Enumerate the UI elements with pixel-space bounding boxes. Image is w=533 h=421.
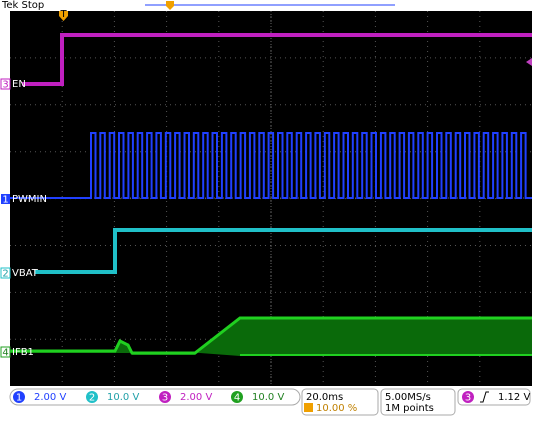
record-length: 1M points: [385, 403, 434, 414]
ch-number: 3: [2, 80, 8, 91]
ch4-scale: 10.0 V: [252, 392, 284, 403]
trigger-position: 10.00 %: [316, 403, 357, 414]
trigger-level-marker: [526, 58, 532, 66]
ch-marker: [1, 194, 10, 204]
trigger-source: 3: [465, 393, 471, 404]
ch1-scale: 2.00 V: [34, 392, 66, 403]
trigger-marker: [59, 11, 68, 21]
acq-box: [380, 388, 456, 416]
sample-rate: 5.00MS/s: [385, 392, 431, 403]
ch-name: PWMIN: [12, 194, 47, 205]
ch-marker: [0, 267, 11, 279]
ch-number: 2: [2, 269, 8, 280]
ch1-dot: [13, 391, 25, 403]
waveform-en: [22, 33, 532, 86]
trig-dot: [462, 391, 474, 403]
ch3-dot: [159, 391, 171, 403]
waveform-vbat: [35, 228, 532, 274]
ch2-label: 2 VBAT: [0, 267, 39, 280]
header-title: Tek Stop: [1, 0, 44, 11]
ch-number: 1: [16, 393, 22, 404]
ch2-dot: [86, 391, 98, 403]
ch-marker: [0, 346, 11, 358]
edge-icon: [480, 391, 489, 403]
ch-name: IFB1: [12, 347, 34, 358]
trigger-level: 1.12 V: [498, 392, 530, 403]
ch4-label: 4 IFB1: [0, 346, 34, 359]
ch3-scale: 2.00 V: [180, 392, 212, 403]
ch-marker: [0, 78, 11, 90]
ch-number: 4: [2, 348, 8, 359]
timebase-box: [301, 388, 379, 416]
waveform-pwmin: [10, 132, 532, 199]
ch-number: 1: [2, 195, 8, 206]
ch2-scale: 10.0 V: [107, 392, 139, 403]
view-marker: [166, 1, 174, 10]
ch4-dot: [231, 391, 243, 403]
ch-number: 3: [162, 393, 168, 404]
ch-number: 4: [234, 393, 240, 404]
status-bar: 1 2.00 V 2 10.0 V 3 2.00 V 4 10.0 V 20.0…: [9, 388, 531, 416]
ch-number: 2: [89, 393, 95, 404]
waveform-ifb1: [10, 316, 532, 355]
ch1-label: 1 PWMIN: [1, 194, 47, 206]
timebase: 20.0ms: [306, 392, 343, 403]
scale-box: [9, 388, 301, 406]
ch-name: VBAT: [12, 268, 39, 279]
ch-name: EN: [12, 79, 26, 90]
ch3-label: 3 EN: [0, 78, 26, 91]
trigger-pos-icon: [304, 403, 313, 412]
waveform-ifb1-band: [10, 318, 532, 356]
trigger-box: [457, 388, 531, 406]
trigger-t: T: [59, 9, 67, 20]
